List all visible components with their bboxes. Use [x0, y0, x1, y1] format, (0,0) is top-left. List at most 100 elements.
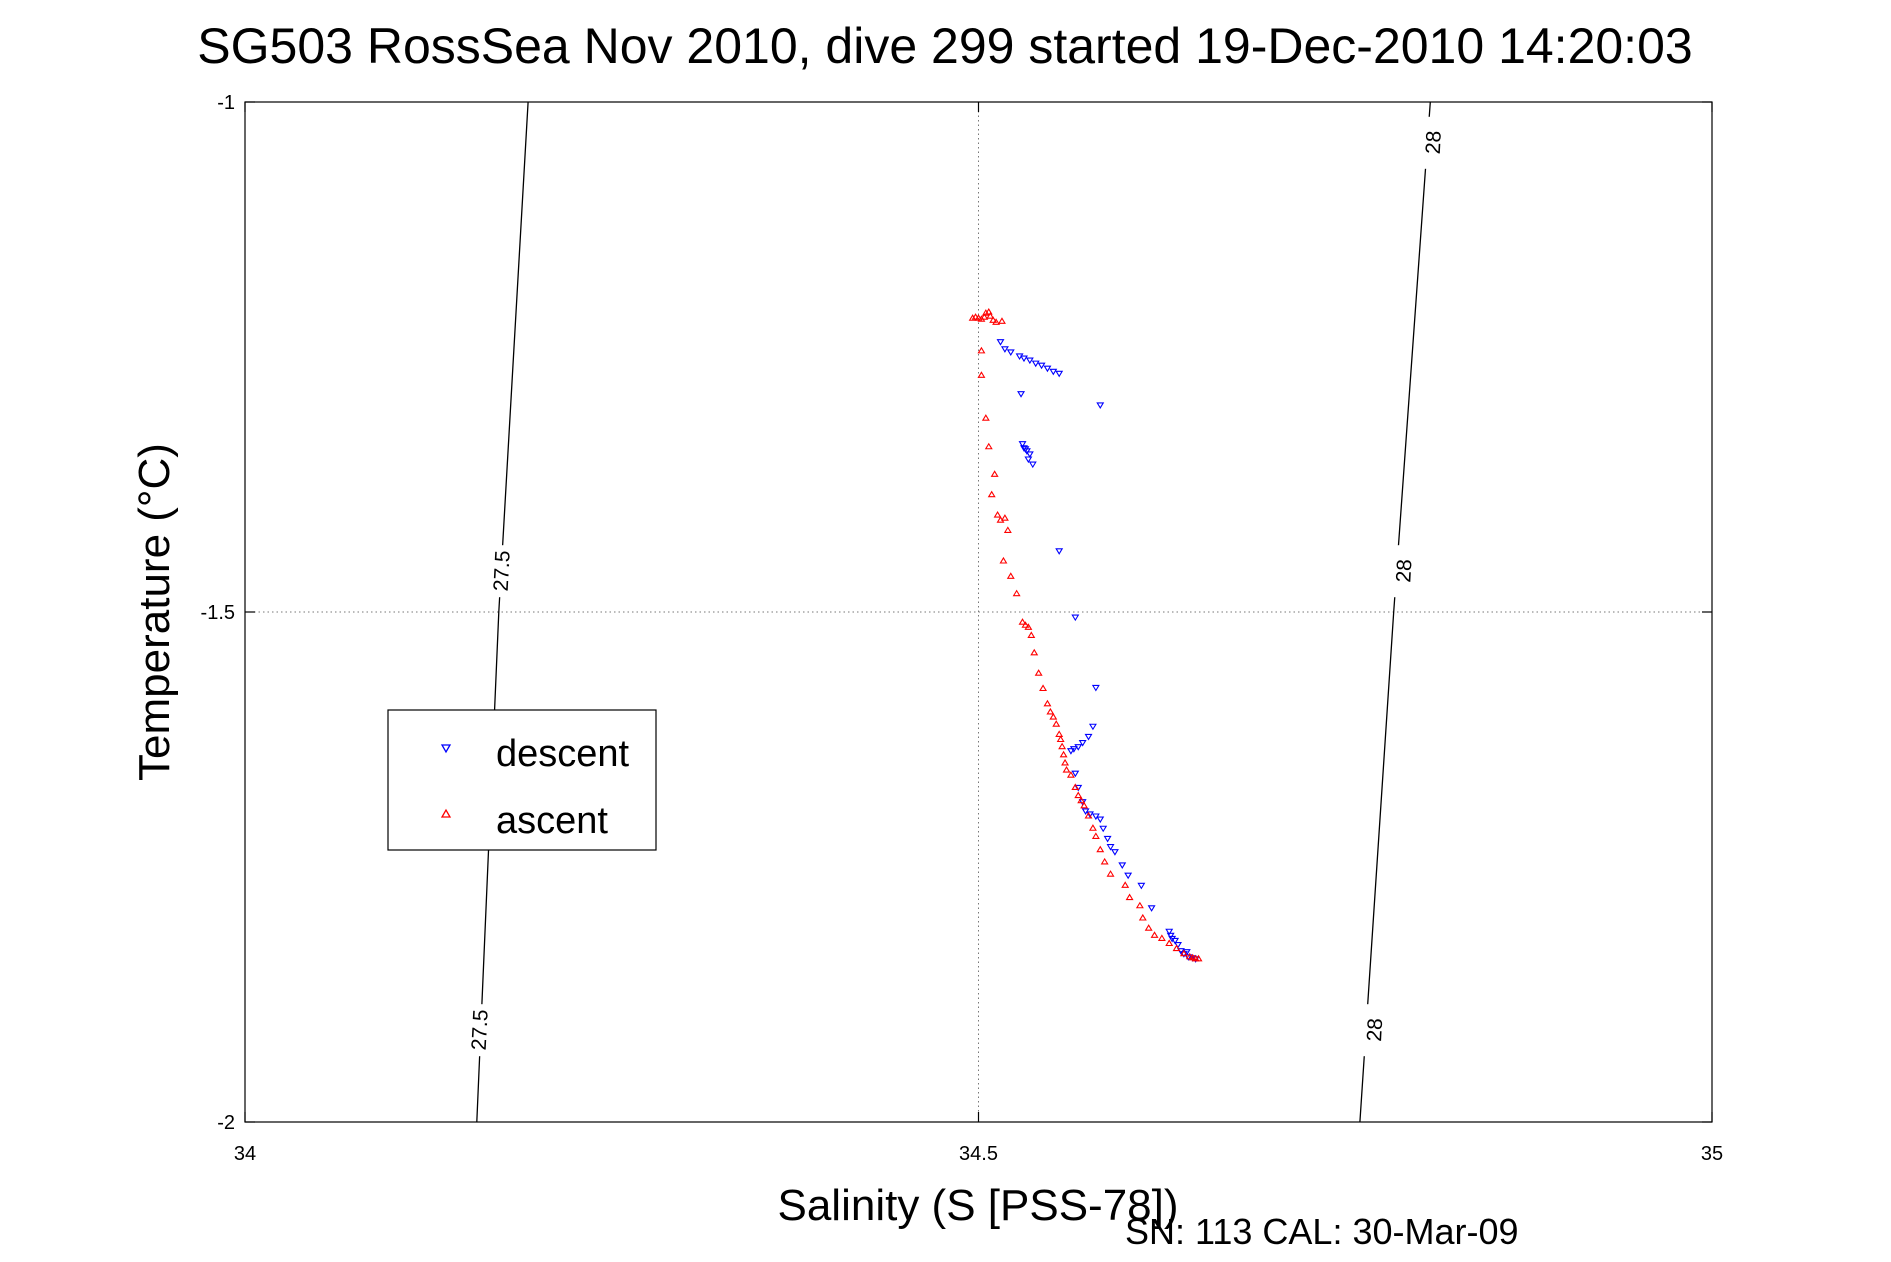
descent-point [1000, 346, 1009, 353]
descent-point [1147, 905, 1156, 912]
descent-point [1110, 849, 1119, 856]
ascent-point [981, 309, 990, 316]
descent-point [1118, 862, 1127, 870]
isopycnal-label-gap [1420, 116, 1447, 169]
ascent-point [984, 308, 993, 315]
descent-point [1043, 365, 1052, 373]
ascent-point [984, 442, 993, 450]
ascent-point [1165, 939, 1174, 947]
descent-point [1055, 548, 1064, 555]
ascent-point [1027, 631, 1036, 639]
descent-point [1086, 811, 1094, 819]
ascent-point [981, 414, 990, 421]
descent-point [1037, 362, 1046, 370]
ascent-point [1080, 801, 1089, 809]
isopycnal-label-gap [1390, 545, 1417, 598]
ascent-point [989, 316, 998, 323]
legend-descent-label: descent [496, 733, 630, 775]
legend-box [387, 709, 657, 851]
x-tick-label: 34 [234, 1143, 256, 1165]
descent-point [1099, 825, 1108, 833]
isopycnal-label: 28 [1392, 559, 1416, 584]
ascent-point [1074, 791, 1083, 799]
ascent-point [1055, 730, 1064, 737]
descent-point [1020, 355, 1028, 363]
ascent-point [1052, 720, 1061, 727]
ascent-point [1138, 913, 1147, 921]
ascent-point [993, 511, 1002, 518]
ascent-point [1058, 742, 1067, 750]
ascent-point [1150, 931, 1159, 938]
descent-point [1022, 448, 1031, 455]
ascent-point [1062, 766, 1071, 773]
descent-point [1055, 370, 1064, 378]
ascent-point [1172, 944, 1181, 952]
ascent-point [1084, 811, 1093, 819]
descent-point [1184, 954, 1193, 961]
ascent-point [977, 346, 986, 354]
ascent-point [1061, 758, 1070, 766]
descent-point [1091, 813, 1100, 821]
descent-point [1049, 368, 1058, 376]
descent-point [1096, 402, 1105, 410]
descent-point [1066, 748, 1075, 755]
descent-point [1028, 461, 1037, 469]
ascent-point [977, 371, 986, 378]
ascent-point [1077, 796, 1086, 804]
ascent-point [1088, 824, 1097, 831]
ascent-point [990, 470, 999, 477]
descent-point [1025, 451, 1034, 458]
ascent-point [1157, 934, 1166, 941]
isopycnal-line-1 [1359, 101, 1431, 1123]
ascent-point [1018, 618, 1027, 625]
ascent-point [1125, 893, 1134, 901]
descent-point [1103, 835, 1112, 843]
descent-point [1025, 357, 1034, 365]
ascent-point [1194, 954, 1203, 962]
ascent-point [1056, 735, 1065, 743]
ascent-point [1096, 845, 1105, 853]
ascent-point [999, 556, 1008, 564]
ascent-point [1039, 684, 1048, 692]
descent-point [1165, 928, 1174, 936]
ascent-point [1121, 881, 1130, 888]
ascent-point [1144, 924, 1153, 931]
ascent-point [1030, 648, 1039, 656]
legend-descent-marker [440, 744, 452, 754]
ascent-point [980, 313, 989, 320]
ascent-point [1034, 669, 1043, 676]
ascent-point [1059, 750, 1068, 758]
isopycnal-line-0 [476, 101, 529, 1123]
legend-ascent-marker [440, 808, 452, 818]
descent-point [1074, 784, 1083, 792]
legend: descent ascent [387, 709, 657, 851]
ascent-point [986, 312, 995, 319]
y-tick-label: -1 [217, 92, 235, 114]
descent-point [1018, 441, 1027, 448]
ascent-point [1071, 783, 1080, 790]
isopycnal-label: 27.5 [490, 550, 515, 592]
descent-point [1088, 723, 1097, 731]
isopycnal-label: 28 [1363, 1018, 1387, 1043]
descent-point [1124, 872, 1133, 880]
ascent-point [1024, 623, 1033, 630]
descent-point [1096, 816, 1105, 824]
descent-point [1084, 733, 1093, 741]
y-axis-label: Temperature (°C) [130, 443, 179, 781]
descent-point [1071, 770, 1080, 778]
ascent-point [992, 318, 1001, 325]
descent-point [1020, 445, 1028, 452]
descent-point [1006, 349, 1015, 356]
data-points [968, 308, 1203, 963]
descent-point [1106, 844, 1115, 851]
legend-ascent-label: ascent [496, 800, 608, 842]
ascent-point [1100, 857, 1109, 865]
isopycnal-label-gap [466, 1004, 493, 1057]
ascent-point [1021, 621, 1030, 628]
descent-point [1017, 391, 1026, 398]
descent-point [1081, 808, 1090, 815]
ascent-point [987, 490, 996, 498]
x-tick-label: 35 [1701, 1143, 1723, 1165]
descent-point [1078, 740, 1087, 747]
descent-point [1031, 360, 1040, 368]
